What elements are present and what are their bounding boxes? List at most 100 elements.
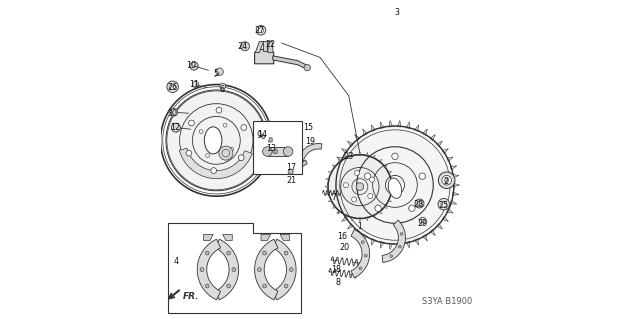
Polygon shape — [223, 234, 232, 241]
Polygon shape — [397, 121, 401, 127]
Polygon shape — [450, 201, 457, 204]
Text: 24: 24 — [237, 42, 248, 51]
Polygon shape — [355, 230, 360, 236]
Polygon shape — [261, 135, 265, 139]
Text: 6: 6 — [220, 85, 225, 94]
Text: 22: 22 — [266, 40, 276, 49]
Text: 18: 18 — [331, 265, 341, 274]
Polygon shape — [430, 134, 435, 140]
Polygon shape — [326, 178, 330, 181]
Polygon shape — [371, 239, 375, 245]
Polygon shape — [371, 125, 375, 131]
Polygon shape — [348, 223, 353, 229]
Polygon shape — [351, 217, 355, 221]
Polygon shape — [365, 217, 368, 221]
Polygon shape — [268, 138, 272, 142]
Polygon shape — [387, 171, 392, 174]
Polygon shape — [436, 223, 442, 229]
Text: 19: 19 — [305, 137, 315, 146]
Circle shape — [189, 120, 195, 126]
Polygon shape — [372, 155, 375, 159]
Polygon shape — [351, 152, 355, 157]
Polygon shape — [382, 220, 406, 263]
Polygon shape — [355, 134, 360, 140]
Circle shape — [227, 284, 230, 288]
Polygon shape — [255, 41, 264, 53]
Polygon shape — [345, 214, 348, 218]
Polygon shape — [348, 141, 353, 147]
Polygon shape — [378, 210, 381, 214]
Circle shape — [328, 155, 392, 219]
Polygon shape — [390, 178, 394, 181]
Circle shape — [336, 126, 454, 244]
Text: 8: 8 — [335, 278, 340, 287]
Circle shape — [232, 268, 236, 271]
Circle shape — [238, 155, 244, 160]
Circle shape — [409, 205, 415, 211]
Polygon shape — [397, 243, 401, 249]
Text: 15: 15 — [303, 123, 313, 132]
Circle shape — [190, 62, 198, 70]
Circle shape — [205, 284, 209, 288]
Circle shape — [216, 68, 223, 76]
Polygon shape — [204, 234, 213, 241]
Polygon shape — [338, 159, 342, 163]
Polygon shape — [332, 205, 337, 209]
Circle shape — [438, 198, 449, 210]
Text: 13: 13 — [266, 144, 276, 153]
Circle shape — [417, 201, 422, 206]
Polygon shape — [179, 148, 252, 179]
Text: 30: 30 — [168, 109, 178, 118]
Polygon shape — [378, 159, 381, 163]
Circle shape — [355, 170, 360, 175]
Polygon shape — [365, 152, 368, 157]
Polygon shape — [453, 183, 460, 187]
Text: 3: 3 — [394, 8, 399, 17]
Circle shape — [200, 268, 204, 271]
Polygon shape — [332, 165, 337, 168]
Circle shape — [241, 42, 250, 51]
Text: 4: 4 — [174, 257, 179, 266]
Circle shape — [375, 205, 381, 211]
Circle shape — [390, 255, 392, 257]
Circle shape — [170, 108, 178, 116]
Polygon shape — [447, 157, 453, 161]
Polygon shape — [383, 205, 387, 209]
Polygon shape — [442, 217, 449, 221]
Polygon shape — [389, 121, 392, 127]
Text: 25: 25 — [438, 201, 449, 210]
Text: 14: 14 — [257, 130, 267, 139]
Polygon shape — [363, 129, 367, 135]
Polygon shape — [391, 185, 395, 188]
Ellipse shape — [388, 178, 402, 198]
Text: 16: 16 — [337, 232, 348, 241]
Polygon shape — [255, 49, 274, 64]
Circle shape — [223, 123, 227, 127]
Text: 10: 10 — [186, 61, 196, 70]
Polygon shape — [389, 243, 392, 249]
Polygon shape — [422, 235, 428, 241]
Polygon shape — [268, 41, 273, 53]
Circle shape — [392, 153, 398, 160]
Polygon shape — [436, 141, 442, 147]
Circle shape — [186, 150, 192, 156]
Circle shape — [419, 217, 426, 224]
Circle shape — [216, 107, 222, 113]
Circle shape — [399, 245, 401, 248]
Circle shape — [170, 84, 175, 90]
Circle shape — [262, 251, 266, 255]
Polygon shape — [358, 152, 361, 155]
Text: 1: 1 — [357, 222, 362, 231]
Circle shape — [362, 241, 364, 244]
Circle shape — [442, 175, 451, 185]
Polygon shape — [447, 209, 453, 213]
Circle shape — [193, 81, 199, 88]
Circle shape — [400, 233, 403, 235]
Text: FR.: FR. — [183, 292, 199, 300]
Text: 26: 26 — [168, 83, 178, 92]
Circle shape — [364, 173, 371, 179]
Circle shape — [356, 183, 364, 190]
Circle shape — [262, 284, 266, 288]
Circle shape — [369, 177, 374, 182]
Circle shape — [273, 149, 278, 154]
